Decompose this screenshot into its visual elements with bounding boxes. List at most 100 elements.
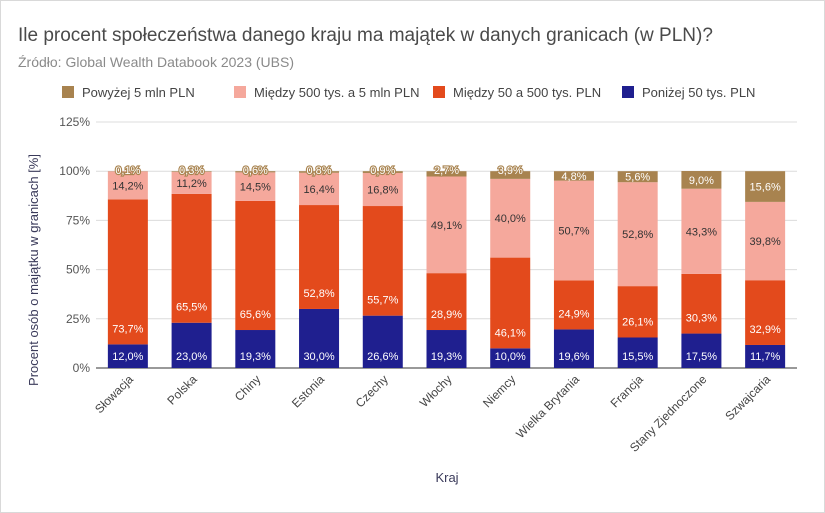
bar-stack: 19,3% 28,9% 49,1% 2,7%: [426, 164, 467, 368]
bar-segment: [299, 171, 340, 173]
data-label: 5,6%: [625, 172, 650, 184]
data-label: 12,0%: [112, 351, 143, 363]
bar-segment: [362, 315, 403, 368]
bar-segment: [681, 171, 722, 189]
bar-segment: [107, 171, 148, 200]
bar-segment: [553, 329, 594, 368]
x-tick-label: Słowacja: [92, 372, 136, 416]
bar-segment: [426, 330, 467, 368]
bar-stack: 10,0% 46,1% 40,0% 3,9%: [490, 164, 531, 368]
y-tick-label: 100%: [59, 164, 90, 178]
data-label: 26,1%: [622, 316, 653, 328]
data-label: 46,1%: [495, 327, 526, 339]
bar-segment: [107, 344, 148, 368]
bar-segment: [681, 273, 722, 334]
data-label: 65,6%: [240, 309, 271, 321]
data-label: 52,8%: [622, 229, 653, 241]
y-tick-label: 75%: [66, 213, 90, 227]
data-label: 40,0%: [495, 213, 526, 225]
bar-segment: [553, 171, 594, 181]
data-label: 52,8%: [303, 288, 334, 300]
legend: Powyżej 5 mln PLN Między 500 tys. a 5 mln…: [62, 85, 755, 100]
bar-segment: [617, 286, 658, 338]
y-tick-label: 125%: [59, 115, 90, 129]
bar-segment: [171, 171, 212, 194]
data-label: 0,6%: [243, 165, 268, 177]
bar-segment: [362, 206, 403, 316]
bar-segment: [426, 171, 467, 177]
chart-subtitle: Źródło: Global Wealth Databook 2023 (UBS…: [18, 54, 294, 70]
bar-segment: [235, 330, 276, 368]
bar-stack: 15,5% 26,1% 52,8% 5,6%: [617, 171, 658, 368]
bar-segment: [362, 172, 403, 207]
bar-segment: [681, 333, 722, 368]
data-label: 9,0%: [689, 175, 714, 187]
bar-segment: [299, 205, 340, 309]
bar-stack: 17,5% 30,3% 43,3% 9,0%: [681, 171, 722, 368]
data-label: 2,7%: [434, 165, 459, 177]
data-label: 32,9%: [750, 324, 781, 336]
data-label: 65,5%: [176, 302, 207, 314]
bar-stack: 26,6% 55,7% 16,8% 0,9%: [362, 164, 403, 368]
y-axis: 0% 25% 50% 75% 100% 125%: [59, 115, 90, 375]
bar-segment: [299, 172, 340, 206]
bar-stack: 12,0% 73,7% 14,2% 0,1%: [107, 164, 148, 368]
chart-title: Ile procent społeczeństwa danego kraju m…: [18, 25, 713, 46]
x-tick-label: Wielka Brytania: [513, 372, 582, 441]
data-label: 15,5%: [622, 351, 653, 363]
data-label: 3,9%: [498, 165, 523, 177]
bar-segment: [745, 201, 786, 281]
bar-segment: [490, 178, 531, 258]
legend-label: Powyżej 5 mln PLN: [82, 85, 195, 100]
x-tick-label: Estonia: [289, 372, 327, 410]
bar-segment: [171, 193, 212, 323]
data-label: 19,6%: [558, 351, 589, 363]
data-label: 17,5%: [686, 351, 717, 363]
data-label: 0,3%: [179, 165, 204, 177]
bar-segment: [107, 199, 148, 345]
data-label: 30,3%: [686, 313, 717, 325]
y-tick-label: 25%: [66, 312, 90, 326]
legend-swatch: [62, 86, 74, 98]
data-label: 23,0%: [176, 351, 207, 363]
legend-label: Poniżej 50 tys. PLN: [642, 85, 755, 100]
x-tick-label: Szwajcaria: [722, 372, 773, 423]
bar-segment: [362, 171, 403, 173]
legend-label: Między 50 a 500 tys. PLN: [453, 85, 601, 100]
bar-stack: 23,0% 65,5% 11,2%0,3%: [171, 164, 212, 368]
legend-swatch: [433, 86, 445, 98]
x-tick-label: Czechy: [353, 372, 391, 410]
bar-segment: [426, 273, 467, 331]
bar-segment: [553, 180, 594, 281]
bar-stack: 19,6% 24,9% 50,7% 4,8%: [553, 171, 594, 368]
data-label: 28,9%: [431, 309, 462, 321]
data-label: 10,0%: [495, 351, 526, 363]
data-label: 15,6%: [750, 182, 781, 194]
bars: 12,0% 73,7% 14,2% 0,1% 23,0% 65,5% 11,2%0,3% 19…: [107, 164, 786, 368]
data-label: 50,7%: [558, 226, 589, 238]
bar-segment: [171, 171, 212, 172]
x-axis-title: Kraj: [435, 470, 458, 485]
bar-segment: [617, 171, 658, 183]
bar-stack: 30,0% 52,8% 16,4% 0,8%: [299, 164, 340, 368]
x-tick-label: Niemcy: [480, 372, 518, 410]
data-label: 11,7%: [750, 351, 781, 363]
data-label: 14,5%: [240, 182, 271, 194]
bar-segment: [426, 176, 467, 274]
bar-stack: 19,3% 65,6% 14,5% 0,6%: [235, 164, 276, 368]
y-tick-label: 50%: [66, 263, 90, 277]
data-label: 16,8%: [367, 185, 398, 197]
legend-swatch: [234, 86, 246, 98]
y-axis-title: Procent osób o majątku w granicach [%]: [26, 154, 41, 386]
data-label: 55,7%: [367, 295, 398, 307]
data-label: 73,7%: [112, 323, 143, 335]
data-label: 26,6%: [367, 351, 398, 363]
y-tick-label: 0%: [73, 361, 91, 375]
data-label: 16,4%: [303, 184, 334, 196]
legend-swatch: [622, 86, 634, 98]
bar-stack: 11,7% 32,9% 39,8% 15,6%: [745, 171, 786, 368]
bar-segment: [171, 322, 212, 368]
x-tick-label: Polska: [164, 372, 200, 408]
bar-segment: [617, 337, 658, 368]
bar-segment: [235, 171, 276, 173]
